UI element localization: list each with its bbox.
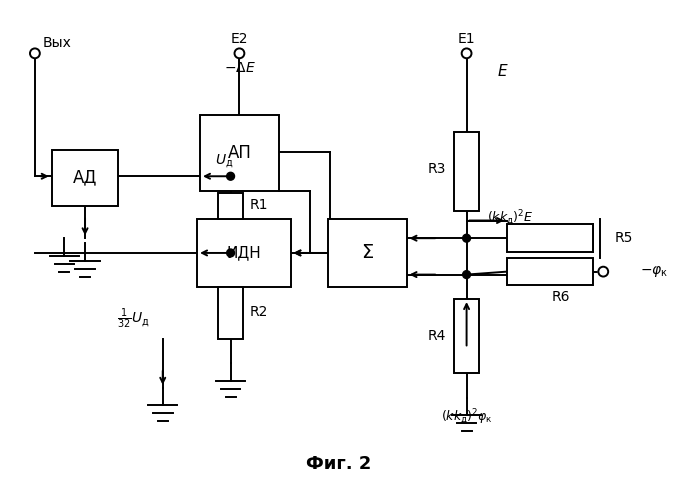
Text: $-\Delta E$: $-\Delta E$ [223,61,255,75]
Circle shape [462,48,471,58]
Bar [454,132,479,210]
Circle shape [227,172,234,180]
Text: $(kk_\mathrm{д})^2 E$: $(kk_\mathrm{д})^2 E$ [488,209,534,229]
Text: R1: R1 [249,198,268,212]
Bar [454,299,479,373]
Circle shape [234,48,244,58]
Bar [507,224,593,252]
Bar [328,218,407,288]
Bar [197,218,291,288]
Circle shape [598,266,608,276]
Bar [218,288,243,339]
Text: R3: R3 [428,162,446,176]
Text: R2: R2 [249,305,268,319]
Text: $E$: $E$ [497,63,509,79]
Text: $-\varphi_\mathrm{к}$: $-\varphi_\mathrm{к}$ [640,264,668,279]
Text: АП: АП [227,144,251,162]
Bar [200,116,279,191]
Text: E1: E1 [458,32,475,46]
Text: R5: R5 [615,231,634,245]
Text: $\frac{1}{32}U_\mathrm{д}$: $\frac{1}{32}U_\mathrm{д}$ [117,306,149,331]
Bar [507,258,593,285]
Bar [52,150,119,206]
Text: АД: АД [73,168,97,186]
Text: ИДН: ИДН [227,246,261,260]
Bar [218,193,243,218]
Text: E2: E2 [231,32,249,46]
Circle shape [462,270,471,278]
Circle shape [30,48,40,58]
Text: R6: R6 [552,290,570,304]
Text: Σ: Σ [361,244,373,262]
Text: $(kk_\mathrm{д})^2 \varphi_\mathrm{к}$: $(kk_\mathrm{д})^2 \varphi_\mathrm{к}$ [441,408,492,427]
Text: Вых: Вых [43,36,72,51]
Text: $U_\mathrm{д}$: $U_\mathrm{д}$ [215,152,233,170]
Circle shape [462,234,471,242]
Circle shape [227,249,234,257]
Text: Фиг. 2: Фиг. 2 [306,456,371,473]
Text: R4: R4 [428,328,446,342]
